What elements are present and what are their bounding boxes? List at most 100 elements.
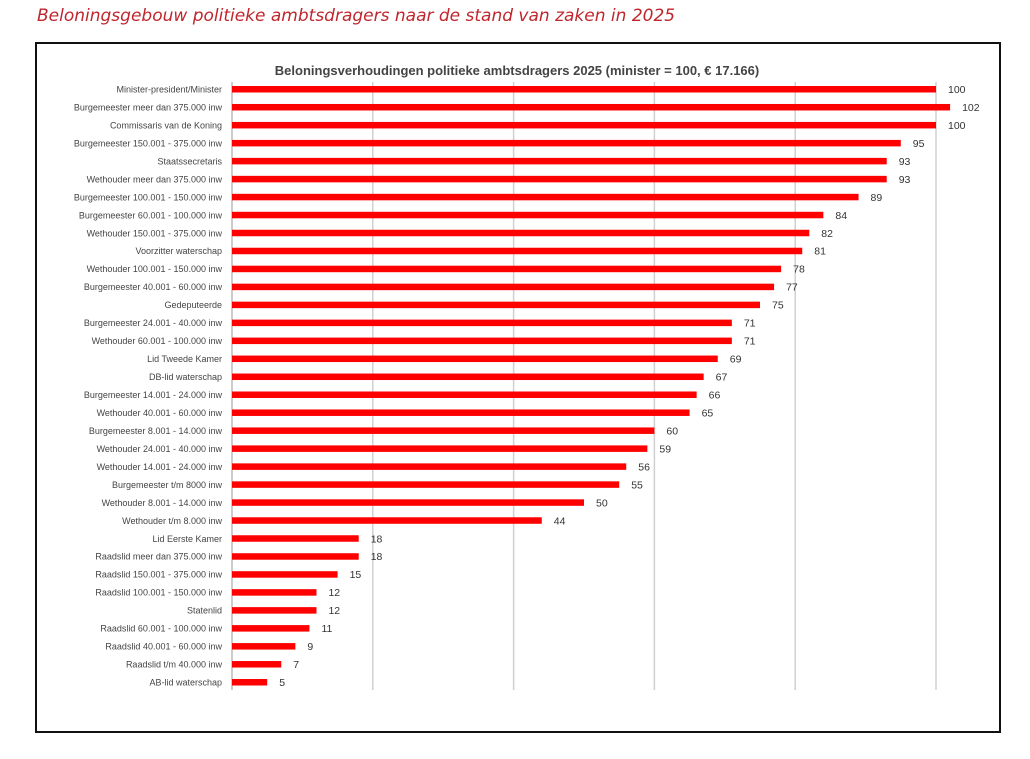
category-label: Burgemeester 40.001 - 60.000 inw bbox=[84, 282, 223, 292]
bar bbox=[232, 481, 620, 488]
category-label: Burgemeester meer dan 375.000 inw bbox=[74, 102, 223, 112]
bar bbox=[232, 337, 732, 345]
value-label: 69 bbox=[730, 354, 742, 366]
value-label: 93 bbox=[899, 174, 911, 186]
category-label: AB-lid waterschap bbox=[149, 678, 222, 688]
category-label: Burgemeester 24.001 - 40.000 inw bbox=[84, 318, 223, 328]
bar bbox=[232, 193, 859, 201]
page-caption: Beloningsgebouw politieke ambtsdragers n… bbox=[37, 6, 676, 26]
category-label: Wethouder 14.001 - 24.000 inw bbox=[97, 462, 223, 472]
value-label: 15 bbox=[350, 569, 362, 581]
category-label: Burgemeester 150.001 - 375.000 inw bbox=[74, 138, 223, 148]
bar bbox=[232, 319, 732, 327]
bar bbox=[232, 211, 824, 219]
value-label: 18 bbox=[371, 533, 383, 545]
category-label: Wethouder 24.001 - 40.000 inw bbox=[97, 444, 223, 454]
category-label: Wethouder 100.001 - 150.000 inw bbox=[87, 264, 223, 274]
bar bbox=[232, 661, 282, 668]
value-label: 89 bbox=[871, 192, 883, 204]
bar bbox=[232, 499, 584, 506]
value-label: 55 bbox=[631, 479, 643, 491]
bar bbox=[232, 643, 296, 650]
bar bbox=[232, 103, 951, 111]
value-label: 100 bbox=[948, 84, 966, 96]
value-label: 11 bbox=[321, 623, 332, 635]
bar bbox=[232, 409, 690, 416]
category-label: DB-lid waterschap bbox=[149, 372, 222, 382]
bar bbox=[232, 265, 782, 273]
category-label: Burgemeester 8.001 - 14.000 inw bbox=[89, 426, 223, 436]
value-label: 65 bbox=[702, 407, 714, 419]
bar bbox=[232, 283, 775, 291]
value-label: 60 bbox=[666, 425, 678, 437]
bar bbox=[232, 679, 268, 686]
value-label: 59 bbox=[659, 443, 671, 455]
value-label: 9 bbox=[307, 641, 313, 653]
value-label: 71 bbox=[744, 318, 756, 330]
category-label: Burgemeester 14.001 - 24.000 inw bbox=[84, 390, 223, 400]
bar bbox=[232, 373, 704, 381]
category-label: Raadslid 40.001 - 60.000 inw bbox=[105, 642, 222, 652]
bar bbox=[232, 427, 655, 434]
value-label: 78 bbox=[793, 264, 805, 276]
category-label: Raadslid t/m 40.000 inw bbox=[126, 660, 223, 670]
category-label: Raadslid meer dan 375.000 inw bbox=[95, 552, 222, 562]
category-label: Minister-president/Minister bbox=[116, 85, 222, 95]
bar bbox=[232, 463, 627, 470]
category-label: Wethouder meer dan 375.000 inw bbox=[87, 174, 223, 184]
value-label: 66 bbox=[709, 389, 721, 401]
bar bbox=[232, 625, 310, 632]
category-label: Commissaris van de Koning bbox=[110, 120, 222, 130]
category-label: Wethouder 8.001 - 14.000 inw bbox=[102, 498, 223, 508]
bar bbox=[232, 139, 901, 147]
value-label: 71 bbox=[744, 336, 756, 348]
category-label: Staatssecretaris bbox=[157, 156, 222, 166]
value-label: 5 bbox=[279, 677, 285, 689]
bar bbox=[232, 589, 317, 596]
value-label: 7 bbox=[293, 659, 299, 671]
bar bbox=[232, 301, 760, 309]
category-label: Gedeputeerde bbox=[164, 300, 222, 310]
chart-frame bbox=[35, 42, 1001, 733]
bar bbox=[232, 571, 338, 578]
bar bbox=[232, 86, 936, 93]
bar bbox=[232, 121, 936, 129]
bar bbox=[232, 535, 359, 542]
category-label: Wethouder t/m 8.000 inw bbox=[122, 516, 222, 526]
value-label: 95 bbox=[913, 138, 925, 150]
category-label: Raadslid 100.001 - 150.000 inw bbox=[95, 588, 222, 598]
value-label: 102 bbox=[962, 102, 980, 114]
category-label: Wethouder 60.001 - 100.000 inw bbox=[92, 336, 223, 346]
value-label: 67 bbox=[716, 372, 728, 384]
bar bbox=[232, 157, 887, 165]
bar bbox=[232, 391, 697, 398]
category-label: Lid Eerste Kamer bbox=[152, 534, 222, 544]
value-label: 50 bbox=[596, 497, 608, 509]
category-label: Lid Tweede Kamer bbox=[147, 354, 222, 364]
value-label: 56 bbox=[638, 461, 650, 473]
bar bbox=[232, 607, 317, 614]
value-label: 100 bbox=[948, 120, 966, 132]
bar bbox=[232, 355, 718, 363]
value-label: 81 bbox=[814, 246, 826, 258]
bar bbox=[232, 517, 542, 524]
value-label: 12 bbox=[328, 605, 340, 617]
value-label: 18 bbox=[371, 551, 383, 563]
category-label: Wethouder 40.001 - 60.000 inw bbox=[97, 408, 223, 418]
value-label: 77 bbox=[786, 282, 798, 294]
value-label: 12 bbox=[328, 587, 340, 599]
chart-title: Beloningsverhoudingen politieke ambtsdra… bbox=[275, 63, 759, 78]
value-label: 75 bbox=[772, 300, 784, 312]
category-label: Burgemeester 100.001 - 150.000 inw bbox=[74, 192, 223, 202]
category-label: Burgemeester t/m 8000 inw bbox=[112, 480, 223, 490]
value-label: 93 bbox=[899, 156, 911, 168]
category-label: Raadslid 60.001 - 100.000 inw bbox=[100, 624, 222, 634]
category-label: Wethouder 150.001 - 375.000 inw bbox=[87, 228, 223, 238]
bar bbox=[232, 445, 648, 452]
bar bbox=[232, 175, 887, 183]
bar bbox=[232, 247, 803, 255]
category-label: Burgemeester 60.001 - 100.000 inw bbox=[79, 210, 223, 220]
bar bbox=[232, 553, 359, 560]
category-label: Voorzitter waterschap bbox=[135, 246, 222, 256]
